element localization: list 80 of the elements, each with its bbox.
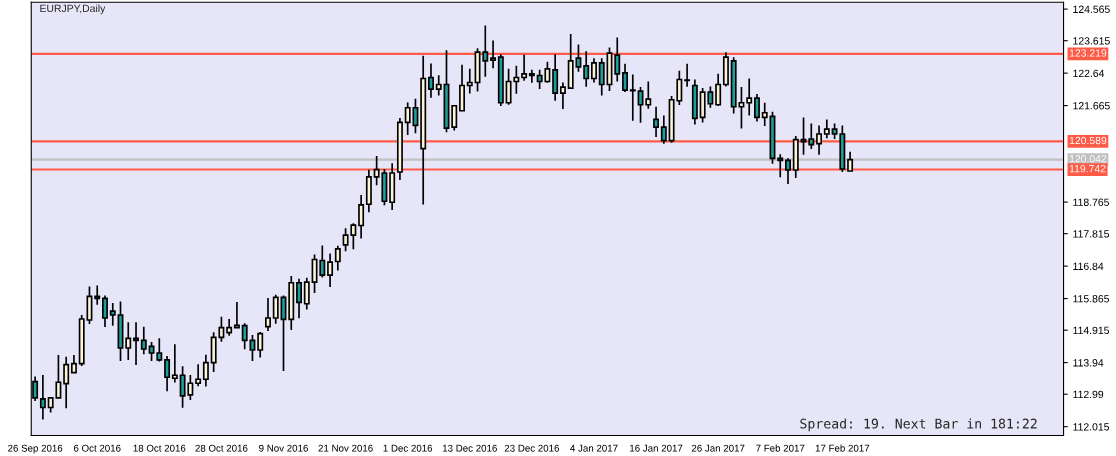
x-tick-label: 23 Dec 2016: [504, 444, 560, 452]
x-tick-label: 26 Jan 2017: [691, 444, 745, 452]
candlestick: [358, 194, 365, 240]
candlestick: [816, 124, 823, 156]
y-tick-label: 112.015: [1073, 423, 1110, 431]
candlestick: [435, 74, 442, 97]
x-tick-label: 26 Sep 2016: [8, 444, 63, 454]
ref-line-label: 120.589: [1069, 136, 1107, 145]
x-tick-label: 9 Nov 2016: [259, 444, 308, 452]
candlestick: [428, 62, 434, 99]
candlestick: [334, 244, 341, 272]
candlestick: [133, 321, 139, 366]
y-tick-label: 116.84: [1073, 262, 1104, 270]
y-tick-label: 121.665: [1073, 102, 1110, 110]
candlestick: [753, 93, 760, 123]
candlestick: [39, 374, 46, 421]
chart-title: EURJPY,Daily: [40, 4, 106, 15]
candlestick: [303, 276, 310, 311]
candlestick: [195, 363, 202, 388]
ref-line-label: 123.219: [1069, 49, 1107, 57]
candlestick: [614, 36, 621, 83]
x-tick-label: 18 Oct 2016: [133, 444, 186, 452]
y-tick-label: 117.815: [1073, 230, 1110, 238]
y-tick-label: 113.94: [1073, 359, 1104, 367]
candlestick: [109, 302, 116, 327]
candlestick: [202, 353, 209, 388]
candlestick: [684, 62, 691, 88]
y-tick-label: 122.64: [1073, 69, 1105, 78]
candlestick: [171, 343, 178, 384]
ref-line-label: 120.042: [1069, 155, 1107, 163]
candlestick: [257, 331, 264, 359]
candlestick: [233, 301, 240, 329]
x-tick-label: 7 Feb 2017: [756, 444, 805, 452]
x-tick-label: 6 Oct 2016: [73, 444, 121, 452]
candlestick: [521, 54, 528, 82]
y-tick-label: 112.99: [1073, 390, 1104, 399]
x-tick-label: 4 Jan 2017: [570, 444, 618, 452]
candlestick: [559, 81, 566, 110]
candlestick: [583, 50, 590, 88]
x-tick-label: 16 Jan 2017: [630, 444, 683, 452]
candlestick: [327, 252, 334, 288]
x-tick-label: 13 Dec 2016: [442, 444, 497, 452]
candlestick: [164, 355, 171, 393]
candlestick: [715, 72, 722, 107]
candlestick: [653, 105, 660, 138]
candlestick: [272, 293, 279, 325]
candlestick: [102, 294, 108, 328]
candlestick: [785, 157, 791, 185]
candlestick: [528, 68, 535, 84]
candlestick: [552, 53, 559, 102]
y-tick-label: 124.565: [1073, 5, 1110, 13]
candlestick: [746, 77, 753, 117]
x-tick-label: 17 Feb 2017: [815, 444, 870, 452]
candlestick: [265, 297, 271, 332]
candlestick: [622, 62, 628, 93]
annotation: Spread: 19. Next Bar in 181:22: [800, 418, 1037, 432]
candlestick: [466, 67, 473, 95]
candlestick: [296, 277, 302, 320]
y-tick-label: 115.865: [1073, 295, 1110, 303]
x-tick-label: 1 Dec 2016: [383, 444, 433, 452]
ref-line-label: 119.742: [1069, 164, 1106, 173]
candlestick: [629, 73, 636, 122]
x-tick-label: 28 Oct 2016: [195, 444, 248, 452]
candlestick: [777, 153, 784, 179]
candlestick: [598, 57, 605, 97]
y-tick-label: 118.765: [1073, 198, 1110, 206]
candlestick: [660, 114, 667, 145]
candlestick: [590, 57, 597, 84]
x-tick-label: 21 Nov 2016: [318, 444, 373, 452]
candlestick: [761, 101, 768, 127]
candlestick: [847, 150, 854, 172]
candlestick: [94, 284, 101, 306]
candlestick: [125, 321, 132, 361]
candlestick: [140, 325, 147, 356]
candlestick: [63, 355, 70, 410]
candlestick: [490, 39, 497, 69]
y-tick-label: 123.615: [1073, 37, 1110, 45]
candlestick: [451, 104, 458, 132]
candlestick: [823, 118, 830, 140]
y-tick-label: 114.915: [1073, 326, 1110, 335]
